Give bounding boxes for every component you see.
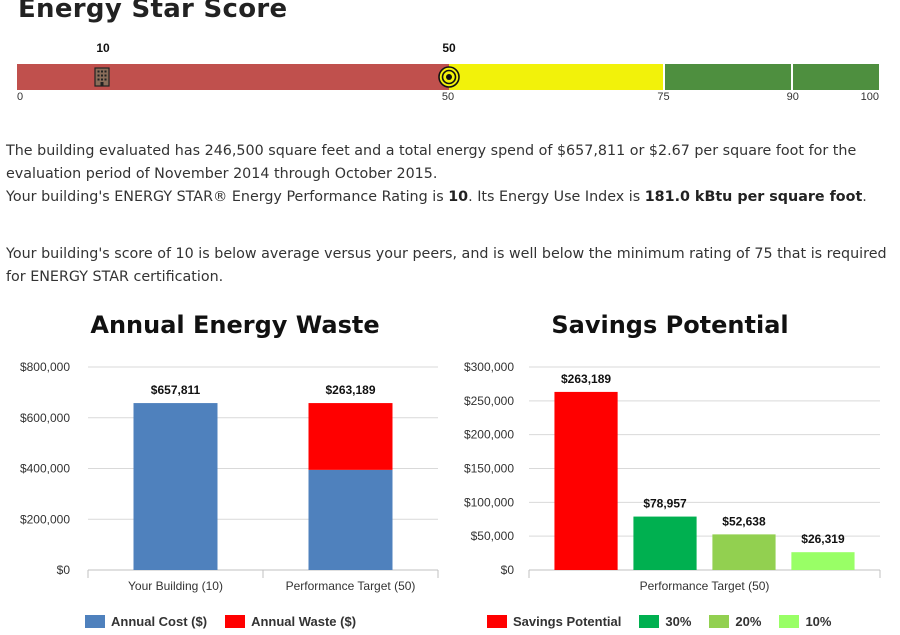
summary-paragraph-2: Your building's ENERGY STAR® Energy Perf… bbox=[6, 186, 896, 209]
savings-ytick-label: $250,000 bbox=[464, 394, 514, 408]
target-score-label: 50 bbox=[442, 41, 456, 55]
savings-legend-swatch bbox=[709, 615, 730, 628]
savings-legend-item: 10% bbox=[779, 614, 831, 629]
savings-legend-swatch bbox=[779, 615, 800, 628]
savings-data-label: $26,319 bbox=[801, 532, 845, 546]
summary-paragraph-3: Your building's score of 10 is below ave… bbox=[6, 246, 887, 285]
savings-data-label: $263,189 bbox=[561, 372, 611, 386]
waste-legend-swatch bbox=[85, 615, 105, 628]
building-icon bbox=[94, 67, 110, 87]
waste-bar-waste bbox=[308, 403, 393, 470]
savings-ytick-label: $100,000 bbox=[464, 495, 514, 509]
page-title: Energy Star Score bbox=[18, 0, 288, 24]
savings-legend-label: 30% bbox=[665, 614, 692, 629]
energy-star-gauge: 10 50 0 50 75 90 100 bbox=[0, 0, 900, 110]
waste-category-label: Your Building (10) bbox=[128, 579, 223, 593]
gauge-band-average bbox=[449, 64, 663, 90]
gauge-band-excellent bbox=[793, 64, 879, 90]
rating-suffix: . bbox=[862, 189, 867, 205]
waste-legend-item: Annual Waste ($) bbox=[225, 614, 356, 629]
savings-legend-swatch bbox=[639, 615, 660, 628]
savings-legend-label: Savings Potential bbox=[513, 614, 622, 629]
waste-data-label: $263,189 bbox=[325, 383, 375, 397]
waste-ytick-label: $200,000 bbox=[20, 512, 70, 526]
waste-legend-label: Annual Cost ($) bbox=[111, 614, 208, 629]
savings-ytick-label: $50,000 bbox=[471, 529, 515, 543]
savings-bar-1 bbox=[633, 516, 697, 570]
savings-legend-swatch bbox=[487, 615, 507, 628]
savings-legend-item: 30% bbox=[639, 614, 691, 629]
rating-value: 10 bbox=[448, 189, 469, 205]
target-icon bbox=[438, 66, 460, 88]
savings-ytick-label: $300,000 bbox=[464, 360, 514, 374]
savings-legend-item: Savings Potential bbox=[487, 614, 621, 629]
waste-ytick-label: $800,000 bbox=[20, 360, 70, 374]
waste-category-label: Performance Target (50) bbox=[286, 579, 416, 593]
savings-bar-2 bbox=[712, 534, 776, 570]
waste-chart-legend: Annual Cost ($) Annual Waste ($) bbox=[85, 614, 356, 629]
gauge-band-good bbox=[665, 64, 791, 90]
waste-legend-item: Annual Cost ($) bbox=[85, 614, 207, 629]
waste-ytick-label: $600,000 bbox=[20, 411, 70, 425]
savings-legend-label: 20% bbox=[735, 614, 762, 629]
gauge-tick-0: 0 bbox=[17, 91, 24, 103]
waste-bar-cost bbox=[133, 403, 218, 570]
summary-paragraph-1: The building evaluated has 246,500 squar… bbox=[6, 143, 857, 182]
waste-bar-cost bbox=[308, 469, 393, 570]
savings-bar-0 bbox=[554, 391, 618, 570]
waste-legend-swatch bbox=[225, 615, 246, 628]
waste-chart-title: Annual Energy Waste bbox=[90, 311, 380, 339]
waste-data-label: $657,811 bbox=[151, 383, 201, 397]
savings-bar-3 bbox=[791, 552, 855, 570]
savings-data-label: $52,638 bbox=[722, 514, 766, 528]
savings-ytick-label: $150,000 bbox=[464, 462, 514, 476]
eui-value: 181.0 kBtu per square foot bbox=[644, 189, 863, 205]
savings-legend-item: 20% bbox=[709, 614, 761, 629]
rating-mid: . Its Energy Use Index is bbox=[468, 189, 645, 205]
savings-ytick-label: $0 bbox=[501, 563, 515, 577]
waste-ytick-label: $400,000 bbox=[20, 462, 70, 476]
waste-legend-label: Annual Waste ($) bbox=[251, 614, 357, 629]
savings-chart-legend: Savings Potential 30% 20% 10% bbox=[487, 614, 831, 629]
gauge-tick-90: 90 bbox=[786, 91, 799, 103]
waste-ytick-label: $0 bbox=[57, 563, 71, 577]
savings-category-label: Performance Target (50) bbox=[640, 579, 770, 593]
savings-data-label: $78,957 bbox=[643, 497, 687, 511]
gauge-tick-50: 50 bbox=[441, 91, 455, 103]
savings-ytick-label: $200,000 bbox=[464, 428, 514, 442]
savings-chart-title: Savings Potential bbox=[551, 311, 789, 339]
gauge-tick-75: 75 bbox=[657, 91, 670, 103]
rating-prefix: Your building's ENERGY STAR® Energy Perf… bbox=[6, 189, 449, 205]
building-score-label: 10 bbox=[96, 41, 110, 55]
gauge-tick-100: 100 bbox=[860, 91, 879, 103]
gauge-band-poor bbox=[17, 64, 449, 90]
savings-legend-label: 10% bbox=[805, 614, 832, 629]
